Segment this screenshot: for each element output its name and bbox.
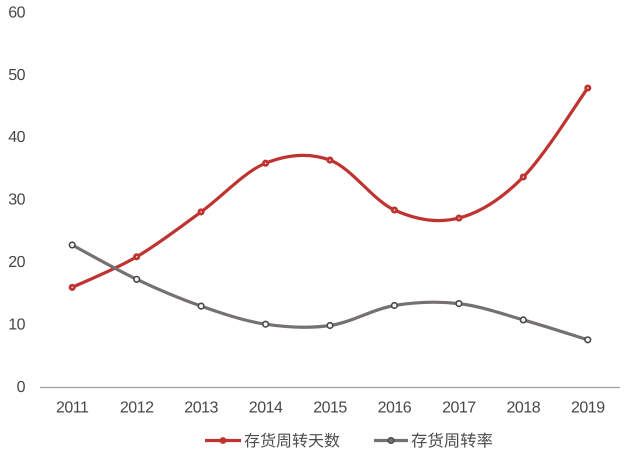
svg-text:2019: 2019 — [571, 400, 605, 417]
svg-text:2018: 2018 — [507, 400, 541, 417]
svg-text:10: 10 — [8, 316, 25, 333]
svg-text:2016: 2016 — [378, 400, 412, 417]
svg-text:2012: 2012 — [120, 400, 154, 417]
svg-text:20: 20 — [8, 254, 25, 271]
svg-text:2015: 2015 — [313, 400, 347, 417]
svg-text:0: 0 — [17, 379, 26, 396]
svg-text:2011: 2011 — [56, 400, 89, 417]
svg-text:60: 60 — [8, 4, 25, 21]
svg-text:2017: 2017 — [442, 400, 476, 417]
svg-text:2013: 2013 — [184, 400, 218, 417]
svg-text:40: 40 — [8, 129, 25, 146]
svg-text:30: 30 — [8, 192, 25, 209]
svg-text:2014: 2014 — [249, 400, 283, 417]
svg-text:50: 50 — [8, 67, 25, 84]
